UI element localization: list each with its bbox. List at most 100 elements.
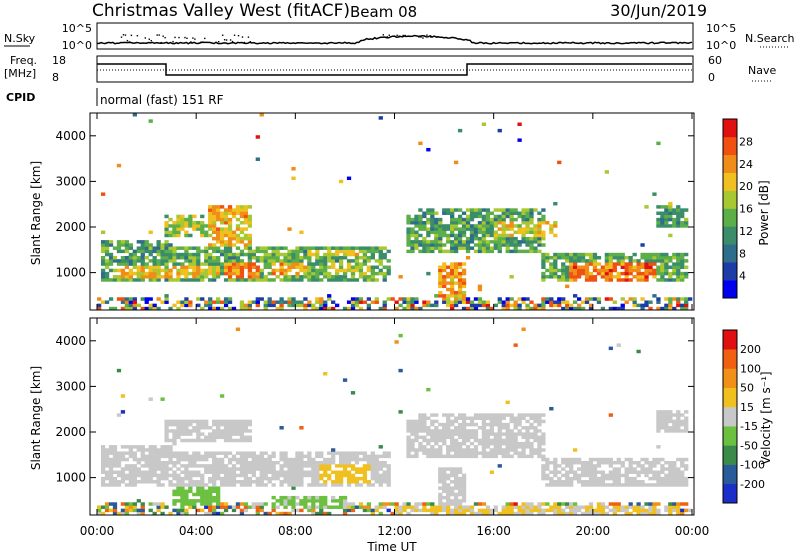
heatmap-cell xyxy=(628,268,633,273)
heatmap-cell xyxy=(168,438,173,443)
heatmap-cell xyxy=(116,483,122,487)
heatmap-cell xyxy=(283,259,288,263)
heatmap-cell xyxy=(223,249,229,254)
heatmap-cell xyxy=(311,306,316,311)
heatmap-cell xyxy=(521,227,526,231)
heatmap-cell xyxy=(104,243,110,247)
heatmap-cell xyxy=(434,294,439,298)
heatmap-cell xyxy=(529,508,534,513)
heatmap-cell xyxy=(497,441,502,446)
heatmap-cell xyxy=(426,300,431,304)
heatmap-cell xyxy=(259,480,264,484)
heatmap-cell xyxy=(342,460,348,465)
heatmap-cell xyxy=(632,300,637,304)
heatmap-cell xyxy=(140,246,145,250)
heatmap-cell xyxy=(664,416,669,420)
heatmap-cell xyxy=(378,467,383,471)
heatmap-cell xyxy=(338,480,344,484)
heatmap-cell xyxy=(624,300,629,304)
heatmap-cell xyxy=(311,265,316,269)
heatmap-cell xyxy=(561,480,566,484)
heatmap-cell xyxy=(565,252,570,257)
heatmap-cell xyxy=(569,303,574,308)
heatmap-cell xyxy=(331,483,336,487)
heatmap-cell xyxy=(608,265,613,269)
heatmap-cell xyxy=(172,230,177,235)
heatmap-cell xyxy=(124,502,130,506)
heatmap-cell xyxy=(569,262,574,266)
heatmap-cell xyxy=(664,483,669,487)
heatmap-cell xyxy=(644,275,649,279)
heatmap-cell xyxy=(223,221,229,225)
heatmap-cell xyxy=(465,505,471,509)
heatmap-cell xyxy=(434,448,439,452)
heatmap-cell xyxy=(223,297,229,301)
heatmap-cell xyxy=(116,278,122,282)
heatmap-cell xyxy=(164,451,169,455)
heatmap-cell xyxy=(168,268,173,273)
heatmap-cell xyxy=(600,473,606,478)
heatmap-cell xyxy=(184,483,189,487)
heatmap-cell xyxy=(505,246,510,250)
heatmap-cell xyxy=(454,480,459,484)
heatmap-cell xyxy=(247,476,252,481)
heatmap-cell xyxy=(481,451,487,455)
heatmap-cell xyxy=(640,262,645,266)
heatmap-cell xyxy=(505,306,510,311)
heatmap-cell xyxy=(406,236,411,241)
heatmap-cell xyxy=(323,246,328,250)
heatmap-cell xyxy=(457,236,463,241)
heatmap-cell xyxy=(616,259,621,263)
heatmap-cell xyxy=(410,249,415,254)
heatmap-cell xyxy=(192,252,197,257)
heatmap-cell xyxy=(509,454,514,459)
heatmap-cell xyxy=(457,454,463,459)
heatmap-cell xyxy=(676,205,681,209)
heatmap-cell xyxy=(525,306,530,311)
heatmap-cell xyxy=(493,422,498,427)
heatmap-cell xyxy=(390,502,395,506)
heatmap-cell xyxy=(461,416,467,420)
heatmap-cell xyxy=(469,432,475,436)
heatmap-cell xyxy=(295,476,300,481)
heatmap-cell xyxy=(311,508,316,513)
heatmap-cell xyxy=(664,410,669,414)
heatmap-cell xyxy=(208,271,213,276)
heatmap-cell xyxy=(541,413,546,417)
heatmap-cell xyxy=(497,464,502,468)
heatmap-cell xyxy=(140,259,145,263)
heatmap-cell xyxy=(616,483,621,487)
heatmap-cell xyxy=(219,221,225,225)
heatmap-cell xyxy=(660,483,665,487)
heatmap-cell xyxy=(323,499,328,503)
heatmap-cell xyxy=(100,457,106,462)
heatmap-cell xyxy=(430,508,435,513)
heatmap-cell xyxy=(489,511,494,516)
heatmap-cell xyxy=(569,511,574,516)
heatmap-cell xyxy=(652,460,657,465)
heatmap-cell xyxy=(303,275,308,279)
heatmap-cell xyxy=(212,438,217,443)
heatmap-cell xyxy=(469,511,475,516)
heatmap-cell xyxy=(644,268,649,273)
heatmap-cell xyxy=(227,240,233,244)
heatmap-cell xyxy=(291,278,296,282)
heatmap-cell xyxy=(656,419,661,424)
heatmap-cell xyxy=(235,217,241,222)
heatmap-cell xyxy=(569,259,574,263)
heatmap-cell xyxy=(160,473,165,478)
heatmap-cell xyxy=(525,419,530,424)
heatmap-cell xyxy=(370,483,375,487)
heatmap-cell xyxy=(473,438,479,443)
heatmap-cell xyxy=(533,448,538,452)
heatmap-cell xyxy=(108,259,114,263)
heatmap-cell xyxy=(450,284,455,289)
heatmap-cell xyxy=(624,473,629,478)
heatmap-cell xyxy=(576,460,582,465)
heatmap-cell xyxy=(680,429,685,433)
heatmap-cell xyxy=(660,480,665,484)
heatmap-cell xyxy=(406,214,411,219)
heatmap-cell xyxy=(592,480,598,484)
heatmap-cell xyxy=(465,438,471,443)
heatmap-cell xyxy=(465,236,471,241)
